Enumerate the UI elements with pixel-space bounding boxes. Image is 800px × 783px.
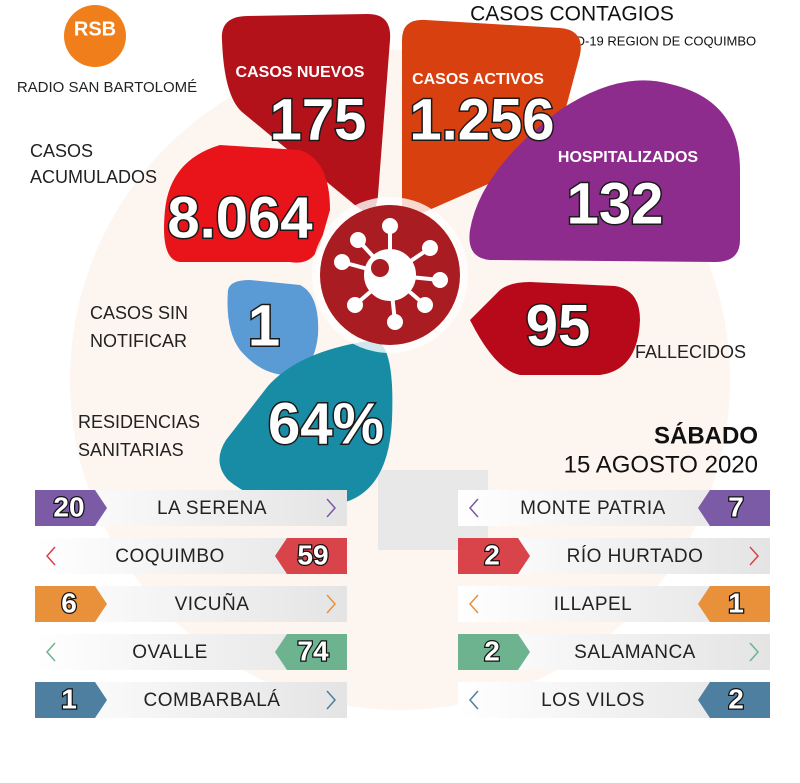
commune-badge bbox=[458, 634, 530, 670]
commune-name: VICUÑA bbox=[175, 593, 250, 615]
commune-value: 6 bbox=[61, 587, 77, 618]
commune-name: RÍO HURTADO bbox=[567, 546, 704, 567]
commune-badge bbox=[35, 682, 107, 718]
commune-name: OVALLE bbox=[132, 642, 208, 663]
chevron bbox=[749, 642, 760, 662]
petal-label: RESIDENCIAS bbox=[78, 412, 200, 432]
petal bbox=[469, 80, 740, 263]
logo-circle bbox=[64, 5, 126, 67]
commune-badge bbox=[458, 538, 530, 574]
commune-value: 7 bbox=[728, 491, 744, 522]
chevron bbox=[468, 690, 479, 710]
petal-value: 1 bbox=[248, 293, 280, 358]
commune-value: 20 bbox=[53, 491, 84, 522]
commune-badge bbox=[35, 586, 107, 622]
chevron bbox=[326, 498, 337, 518]
virus-core bbox=[371, 259, 389, 277]
logo-brand: RSB bbox=[74, 18, 116, 40]
chevron bbox=[749, 546, 760, 566]
chevron bbox=[468, 594, 479, 614]
title: CASOS CONTAGIOS bbox=[470, 3, 674, 26]
date-day: SÁBADO bbox=[654, 421, 758, 449]
chevron bbox=[326, 594, 337, 614]
commune-name: ILLAPEL bbox=[554, 594, 633, 615]
petal bbox=[219, 340, 393, 506]
chevron bbox=[45, 642, 56, 662]
commune-value: 1 bbox=[728, 587, 744, 618]
petal-label: CASOS NUEVOS bbox=[236, 64, 365, 81]
commune-name: LA SERENA bbox=[157, 498, 267, 519]
petal-value: 8.064 bbox=[167, 185, 312, 250]
commune-value: 74 bbox=[297, 635, 329, 666]
petal-value: 1.256 bbox=[409, 87, 554, 152]
petal-label: CASOS ACTIVOS bbox=[412, 71, 544, 88]
petal bbox=[227, 280, 319, 376]
commune-badge bbox=[698, 586, 770, 622]
commune-value: 2 bbox=[728, 683, 744, 714]
petal bbox=[221, 14, 391, 212]
commune-badge bbox=[275, 538, 347, 574]
subtitle: COVID-19 REGION DE COQUIMBO bbox=[544, 33, 756, 48]
logo-name: RADIO SAN BARTOLOMÉ bbox=[17, 79, 197, 96]
chevron bbox=[45, 546, 56, 566]
commune-badge bbox=[698, 682, 770, 718]
chevron bbox=[326, 690, 337, 710]
commune-rows: 20 LA SERENA 59 COQUIMBO 6 VICUÑA 74 OVALLE 1 COM… bbox=[35, 490, 770, 718]
petal-label: NOTIFICAR bbox=[90, 331, 187, 351]
commune-name: MONTE PATRIA bbox=[520, 498, 666, 519]
petal-value: 132 bbox=[567, 171, 664, 236]
petal-value: 64% bbox=[268, 391, 384, 456]
commune-badge bbox=[275, 634, 347, 670]
petal-label: ACUMULADOS bbox=[30, 167, 157, 187]
petal-label: SANITARIAS bbox=[78, 440, 184, 460]
petal bbox=[401, 19, 581, 216]
petal-label: HOSPITALIZADOS bbox=[558, 149, 698, 166]
commune-badge bbox=[698, 490, 770, 526]
commune-name: COMBARBALÁ bbox=[144, 690, 281, 711]
chevron bbox=[468, 498, 479, 518]
commune-value: 2 bbox=[484, 635, 500, 666]
petal-label: CASOS bbox=[30, 141, 93, 161]
commune-value: 59 bbox=[297, 539, 328, 570]
date-full: 15 AGOSTO 2020 bbox=[564, 451, 758, 478]
petal bbox=[470, 282, 640, 375]
commune-value: 1 bbox=[61, 683, 77, 714]
commune-badge bbox=[35, 490, 107, 526]
commune-name: COQUIMBO bbox=[115, 546, 225, 567]
commune-name: SALAMANCA bbox=[574, 642, 696, 663]
petal-value: 95 bbox=[526, 293, 591, 358]
commune-name: LOS VILOS bbox=[541, 690, 645, 711]
petal bbox=[164, 145, 330, 263]
commune-value: 2 bbox=[484, 539, 500, 570]
petal-label: FALLECIDOS bbox=[635, 342, 746, 362]
petal-label: CASOS SIN bbox=[90, 303, 188, 323]
petal-value: 175 bbox=[270, 87, 367, 152]
